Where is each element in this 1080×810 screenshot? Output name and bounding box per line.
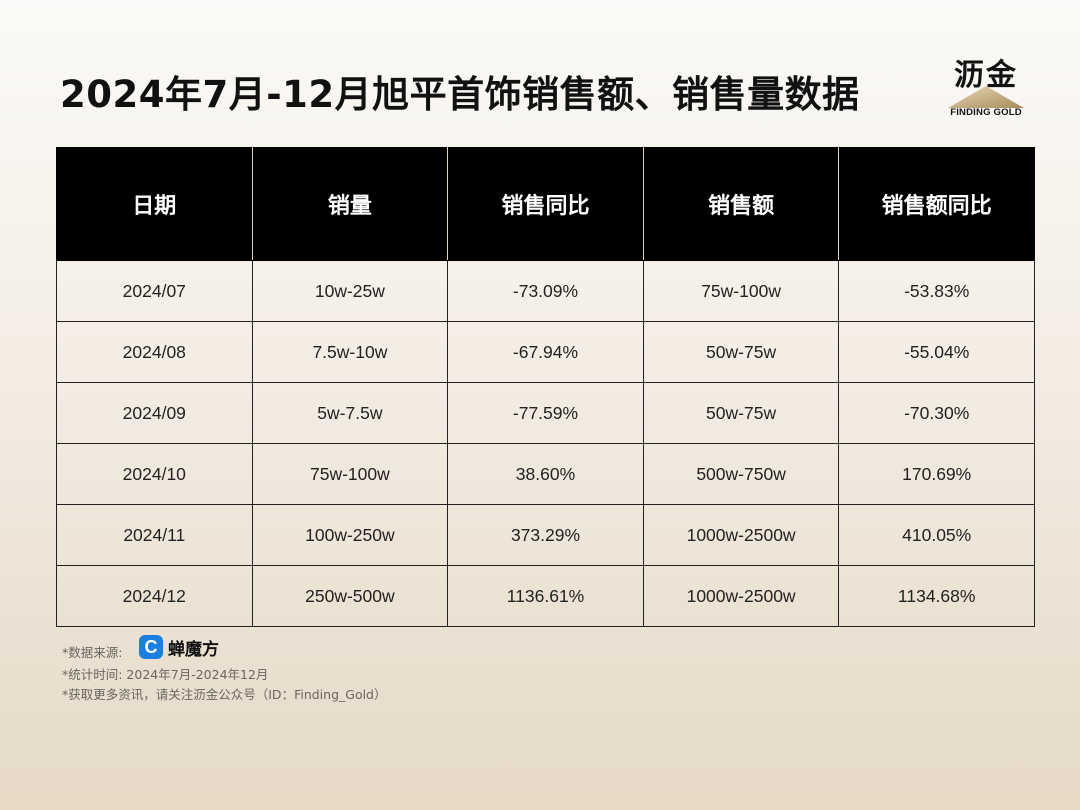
cell-volume: 5w-7.5w (251, 382, 449, 444)
cell-date: 2024/12 (56, 565, 253, 627)
header-revenue: 销售额 (642, 147, 840, 261)
source-brand-name: 蝉魔方 (168, 639, 219, 660)
cell-revenue: 1000w-2500w (642, 504, 840, 566)
table-row: 2024/09 5w-7.5w -77.59% 50w-75w -70.30% (56, 382, 1035, 444)
chanmofang-logo-icon: C (139, 635, 163, 659)
header-volume-yoy: 销售同比 (447, 147, 644, 261)
cell-revenue: 1000w-2500w (642, 565, 840, 627)
cell-volume-yoy: 38.60% (447, 443, 644, 505)
source-brand: C 蝉魔方 (139, 634, 219, 660)
cell-volume-yoy: -73.09% (447, 260, 644, 322)
header-revenue-yoy: 销售额同比 (838, 147, 1035, 261)
cell-volume: 10w-25w (251, 260, 449, 322)
cell-volume: 7.5w-10w (251, 321, 449, 383)
cell-volume-yoy: 373.29% (447, 504, 644, 566)
footer-source-label: *数据来源: (62, 645, 123, 660)
header-volume: 销量 (251, 147, 449, 261)
cell-volume: 100w-250w (251, 504, 449, 566)
sales-table: 日期 销量 销售同比 销售额 销售额同比 2024/07 10w-25w -73… (56, 147, 1035, 627)
cell-revenue: 50w-75w (642, 382, 840, 444)
cell-volume-yoy: -67.94% (447, 321, 644, 383)
cell-volume-yoy: 1136.61% (447, 565, 644, 627)
cell-revenue-yoy: -70.30% (838, 382, 1035, 444)
cell-revenue-yoy: 170.69% (838, 443, 1035, 505)
table-header-row: 日期 销量 销售同比 销售额 销售额同比 (56, 147, 1035, 261)
cell-revenue-yoy: 1134.68% (838, 565, 1035, 627)
cell-volume: 75w-100w (251, 443, 449, 505)
logo-english-name: FINDING GOLD (950, 107, 1022, 118)
cell-revenue-yoy: -53.83% (838, 260, 1035, 322)
footer-more-info: *获取更多资讯，请关注沥金公众号（ID：Finding_Gold） (62, 687, 387, 702)
table-row: 2024/11 100w-250w 373.29% 1000w-2500w 41… (56, 504, 1035, 566)
table-row: 2024/12 250w-500w 1136.61% 1000w-2500w 1… (56, 565, 1035, 627)
header-date: 日期 (56, 147, 253, 261)
cell-revenue: 50w-75w (642, 321, 840, 383)
cell-volume-yoy: -77.59% (447, 382, 644, 444)
table-row: 2024/10 75w-100w 38.60% 500w-750w 170.69… (56, 443, 1035, 505)
cell-revenue-yoy: -55.04% (838, 321, 1035, 383)
table-row: 2024/08 7.5w-10w -67.94% 50w-75w -55.04% (56, 321, 1035, 383)
cell-volume: 250w-500w (251, 565, 449, 627)
cell-date: 2024/07 (56, 260, 253, 322)
cell-revenue: 500w-750w (642, 443, 840, 505)
table-row: 2024/07 10w-25w -73.09% 75w-100w -53.83% (56, 260, 1035, 322)
cell-date: 2024/11 (56, 504, 253, 566)
cell-revenue-yoy: 410.05% (838, 504, 1035, 566)
logo-mountain-icon (948, 86, 1024, 108)
cell-date: 2024/09 (56, 382, 253, 444)
page-title: 2024年7月-12月旭平首饰销售额、销售量数据 (60, 73, 860, 116)
cell-date: 2024/08 (56, 321, 253, 383)
finding-gold-logo: 沥金 FINDING GOLD (940, 50, 1032, 122)
footer-period: *统计时间: 2024年7月-2024年12月 (62, 667, 269, 682)
cell-date: 2024/10 (56, 443, 253, 505)
cell-revenue: 75w-100w (642, 260, 840, 322)
